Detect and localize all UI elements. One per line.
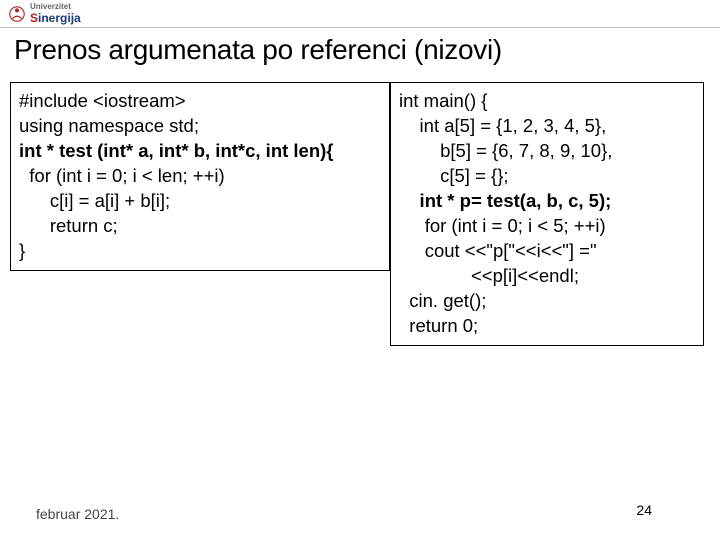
slide-title: Prenos argumenata po referenci (nizovi) xyxy=(0,28,720,82)
code-line: #include <iostream> xyxy=(19,89,381,114)
code-line: c[5] = {}; xyxy=(399,164,695,189)
logo-red: S xyxy=(30,11,38,25)
code-line: for (int i = 0; i < len; ++i) xyxy=(19,164,381,189)
code-line: cin. get(); xyxy=(399,289,695,314)
code-line: for (int i = 0; i < 5; ++i) xyxy=(399,214,695,239)
code-line: using namespace std; xyxy=(19,114,381,139)
page-number: 24 xyxy=(636,502,652,518)
code-line: <<p[i]<<endl; xyxy=(399,264,695,289)
code-line: int a[5] = {1, 2, 3, 4, 5}, xyxy=(399,114,695,139)
code-line: b[5] = {6, 7, 8, 9, 10}, xyxy=(399,139,695,164)
logo-blue: inergija xyxy=(38,11,81,25)
code-line: int * p= test(a, b, c, 5); xyxy=(399,189,695,214)
footer-date: februar 2021. xyxy=(36,506,119,522)
code-block-left: #include <iostream>using namespace std;i… xyxy=(10,82,390,271)
logo-icon xyxy=(8,5,26,23)
code-line: return c; xyxy=(19,214,381,239)
code-line: return 0; xyxy=(399,314,695,339)
code-line: c[i] = a[i] + b[i]; xyxy=(19,189,381,214)
code-line: int * test (int* a, int* b, int*c, int l… xyxy=(19,139,381,164)
logo-text: Univerzitet Sinergija xyxy=(30,3,81,25)
code-block-right: int main() { int a[5] = {1, 2, 3, 4, 5},… xyxy=(390,82,704,346)
code-line: } xyxy=(19,239,381,264)
code-line: cout <<"p["<<i<<"] =" xyxy=(399,239,695,264)
code-line: int main() { xyxy=(399,89,695,114)
logo-prefix: Univerzitet xyxy=(30,3,81,11)
header-bar: Univerzitet Sinergija xyxy=(0,0,720,28)
